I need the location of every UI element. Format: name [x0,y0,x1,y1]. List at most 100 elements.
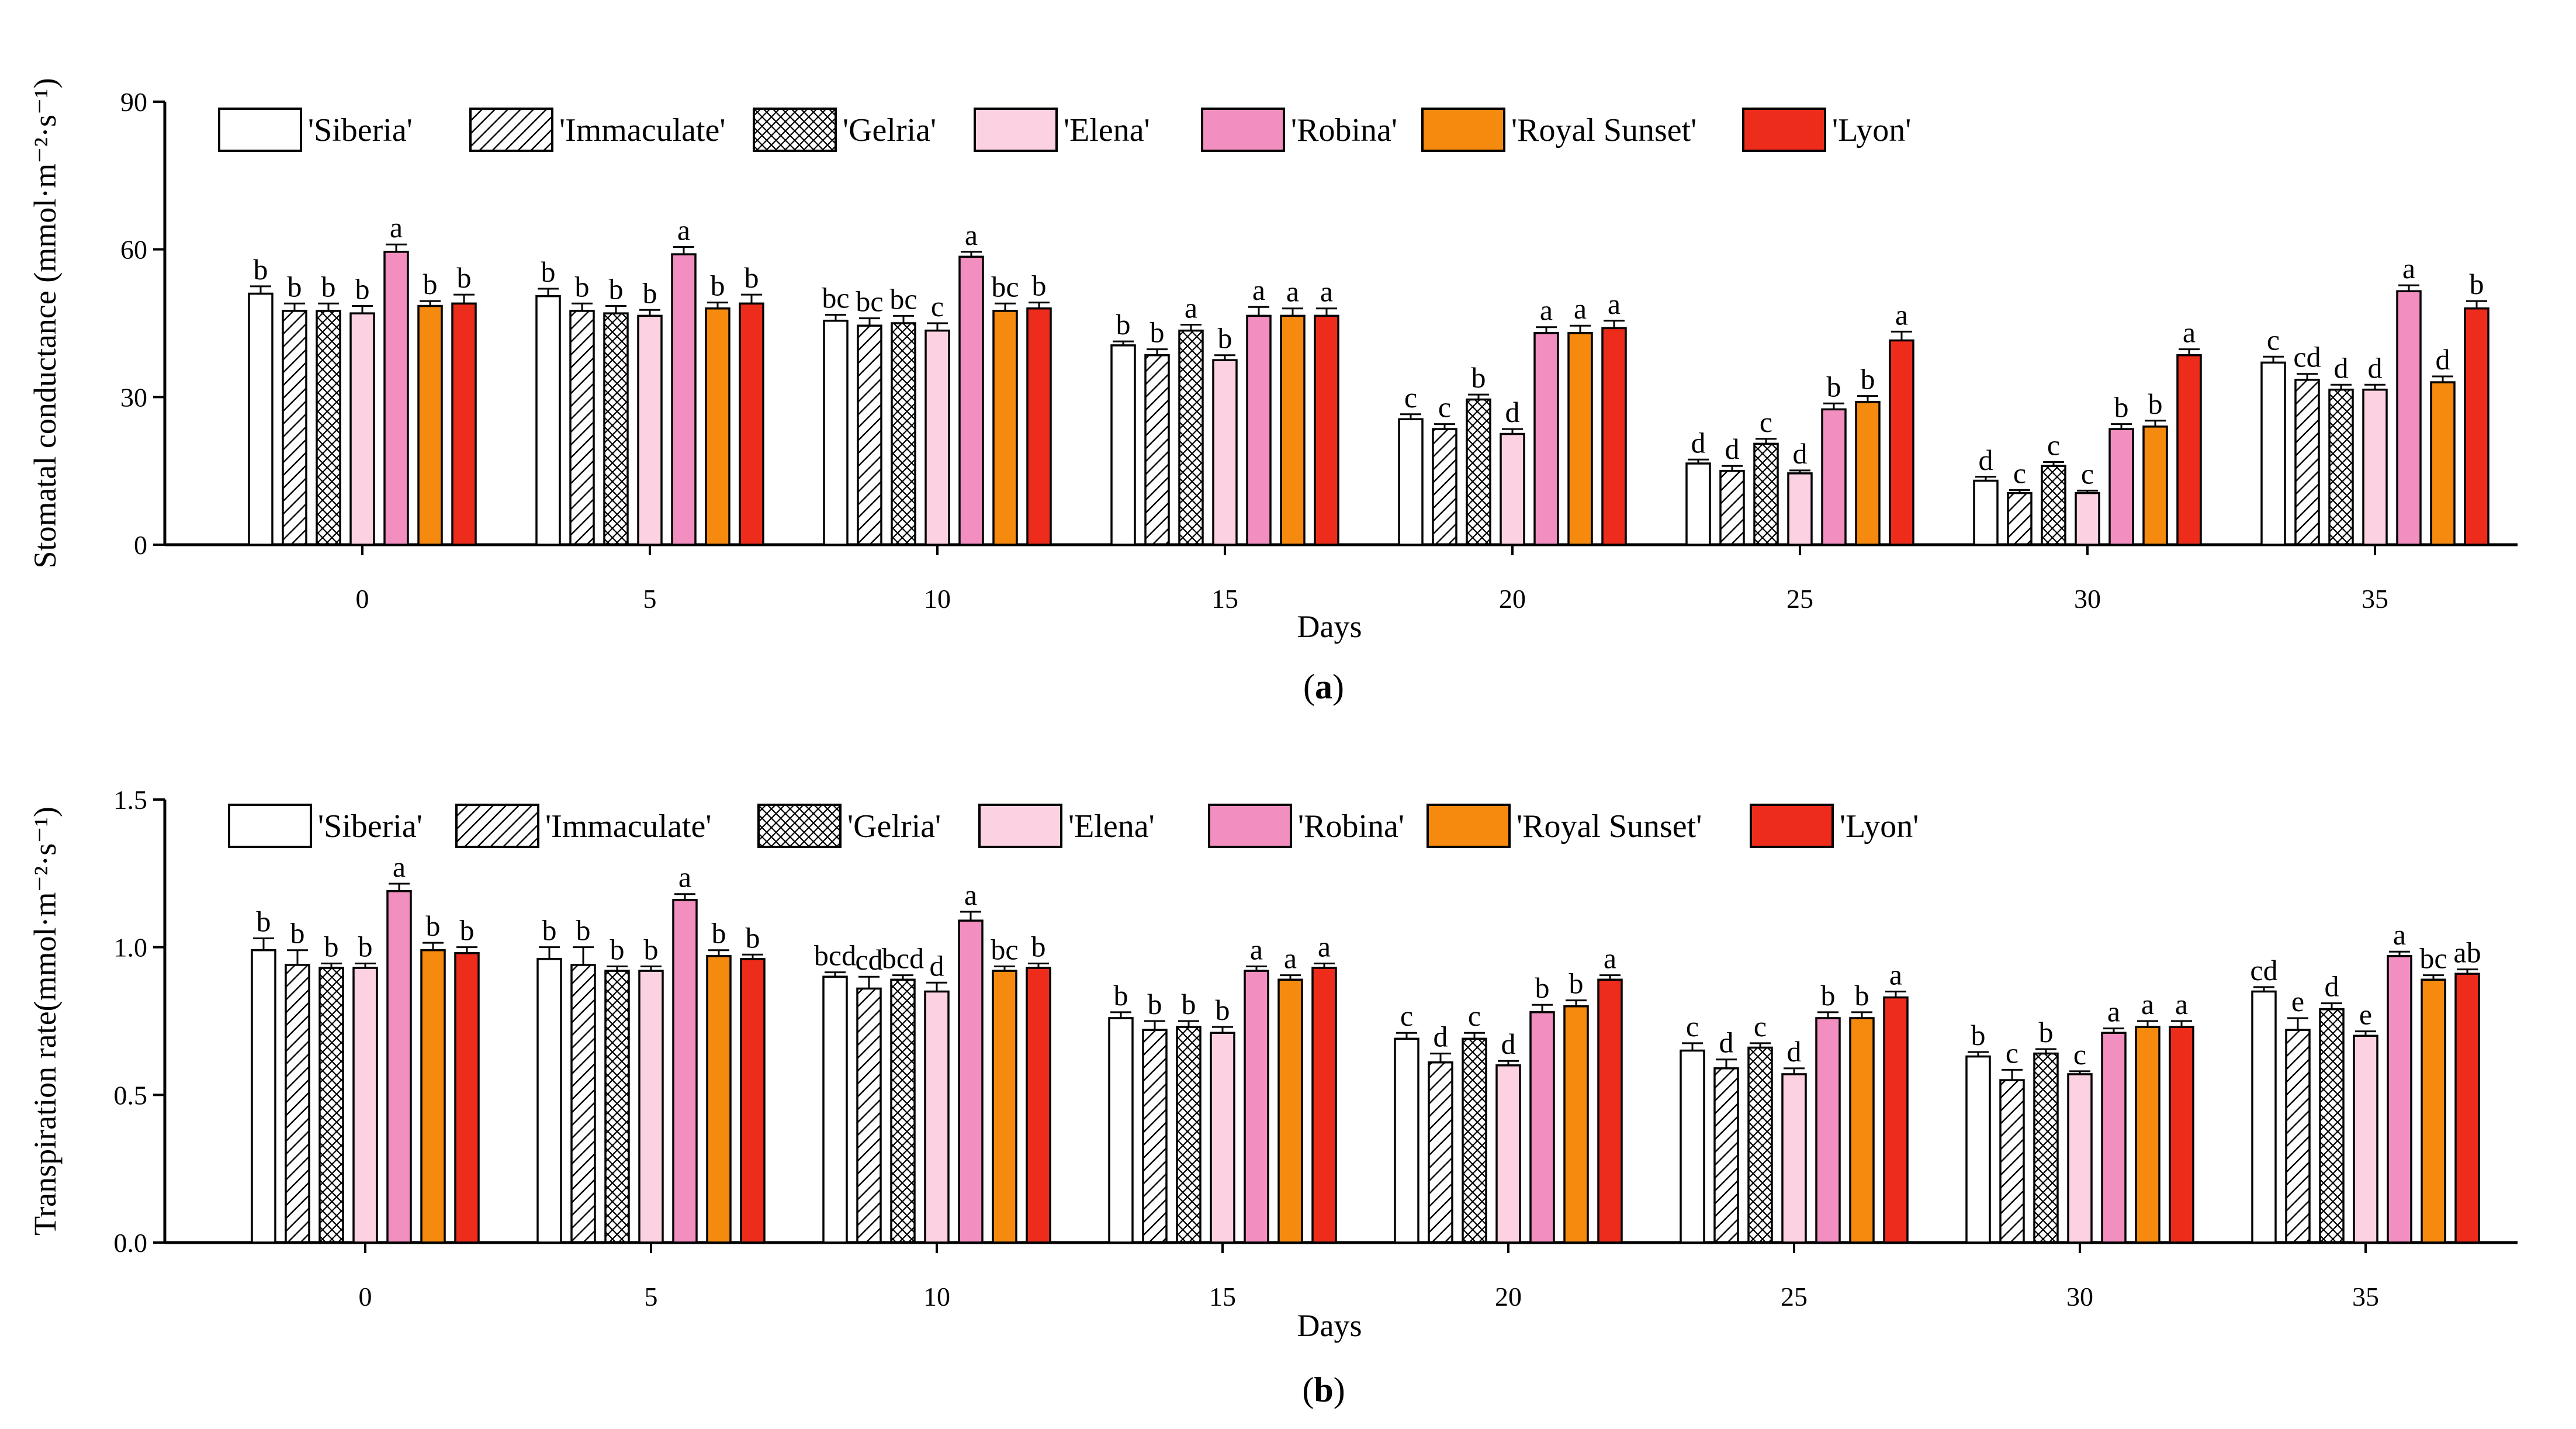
x-tick-label: 5 [645,1282,658,1312]
significance-label: d [1501,1027,1516,1060]
significance-label: a [1608,288,1621,320]
bar [1495,1064,1521,1244]
bar [992,970,1017,1244]
significance-label: b [2114,391,2129,424]
significance-label: bc [991,270,1019,303]
bar [1108,1017,1134,1244]
bar [2421,978,2446,1244]
significance-label: b [609,273,624,306]
legend-swatch [1427,804,1511,848]
legend-swatch [228,804,312,848]
bar [857,324,882,546]
bar [1210,1032,1235,1244]
legend-label: 'Robina' [1291,112,1397,148]
significance-label: a [2175,988,2188,1020]
y-axis-title: Stomatal conductance (mmol·m⁻²·s⁻¹) [27,78,63,568]
panel-label-letter: b [1314,1371,1333,1409]
significance-label: b [1114,979,1128,1012]
significance-label: cd [2293,341,2321,373]
legend-swatch [978,804,1062,848]
legend-swatch [218,108,302,152]
x-tick-label: 30 [2074,584,2101,614]
legend-label: 'Robina' [1298,808,1404,845]
legend-swatch [469,108,553,152]
bar [1394,1037,1419,1244]
significance-label: b [746,921,760,954]
chart-panel-b: 0.0 0.5 1.0 1.5 0 5 10 15 20 25 30 35 Days Transpirat… [27,785,2518,1409]
bar [451,302,477,546]
significance-label: b [2039,1016,2054,1049]
significance-label: d [1979,444,1993,476]
significance-label: b [2470,268,2484,300]
bar [1567,332,1593,546]
significance-label: a [1889,958,1902,991]
significance-label: b [1971,1019,1986,1051]
bar [1747,1046,1773,1244]
significance-label: a [1895,298,1908,331]
bar [706,955,732,1244]
y-tick-label: 0.0 [114,1228,148,1258]
significance-label: b [2148,387,2163,420]
bar [1277,978,1303,1244]
bar [1849,1017,1875,1244]
significance-label: a [1320,275,1333,308]
legend-swatch [974,108,1058,152]
bar [2251,990,2277,1244]
legend-swatch [753,108,837,152]
bar [383,251,409,546]
bar [1815,1017,1841,1244]
x-tick-label: 30 [2066,1282,2093,1312]
panel-label-open: ( [1302,1371,1314,1409]
y-tick-label: 1.5 [114,785,148,815]
significance-label: a [1284,942,1297,975]
panel-label: (a) [1303,667,1344,706]
y-tick-label: 30 [120,382,147,412]
significance-label: b [355,273,370,306]
significance-label: b [610,933,625,966]
bar [1685,462,1711,546]
bar [2108,428,2134,546]
bar [2464,307,2490,546]
significance-label: b [321,270,336,303]
bar [1026,307,1052,546]
significance-label: b [1569,967,1584,1000]
bar [1889,339,1914,546]
significance-label: c [1400,999,1413,1032]
bar [856,987,882,1244]
bar [454,952,480,1244]
significance-label: d [1725,432,1740,465]
bar [1178,329,1204,546]
significance-label: d [2325,970,2339,1003]
bar [352,967,378,1244]
legend-label: 'Royal Sunset' [1516,808,1702,845]
bar [2176,354,2202,546]
bar [672,899,698,1244]
significance-label: d [1719,1026,1734,1059]
significance-label: d [930,949,944,982]
bar [248,292,273,546]
legend-label: 'Gelria' [843,112,936,148]
bar [1973,479,1999,546]
bar [1462,1037,1487,1244]
bar [924,990,950,1244]
significance-label: e [2359,998,2372,1031]
significance-label: b [643,276,657,309]
legend-swatch [455,804,539,848]
significance-label: a [1574,292,1587,325]
legend-label: 'Gelria' [847,808,941,845]
legend-swatch [1750,804,1834,848]
bar [1026,967,1051,1244]
bar [417,305,443,546]
bar [1500,432,1525,546]
bar [1719,469,1745,546]
y-tick-label: 0 [134,530,147,560]
bar [739,302,764,546]
y-axis-title: Transpiration rate(mmol·m⁻²·s⁻¹) [27,807,63,1236]
significance-label: c [2013,457,2026,490]
significance-label: a [2107,995,2120,1028]
bar [535,295,561,546]
significance-label: c [2073,1038,2086,1071]
bar [1821,408,1847,546]
significance-label: b [288,270,302,303]
